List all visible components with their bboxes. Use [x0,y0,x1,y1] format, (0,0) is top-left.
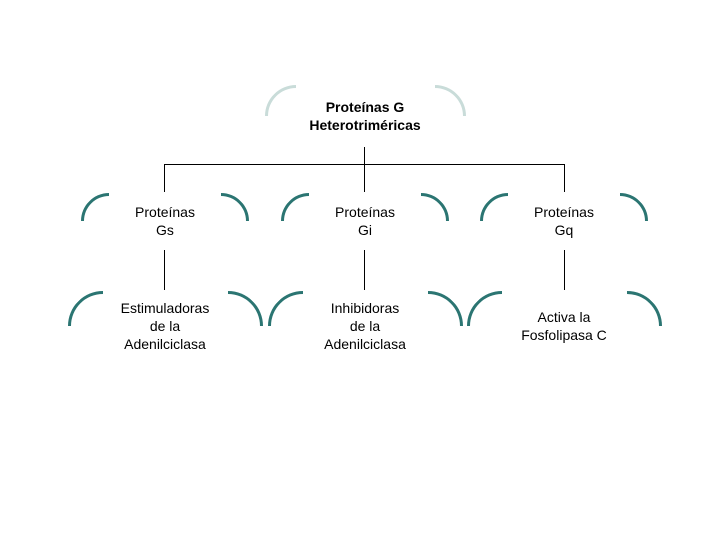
level2-node-estimuladoras: Estimuladoras de la Adenilciclasa [85,291,245,361]
level1-node-gi: Proteínas Gi [295,193,435,249]
level2-node-activa: Activa la Fosfolipasa C [484,291,644,361]
activa-label: Activa la Fosfolipasa C [521,308,607,344]
level1-node-gq: Proteínas Gq [494,193,634,249]
gs-label: Proteínas Gs [135,203,195,239]
level1-node-gs: Proteínas Gs [95,193,235,249]
root-node: Proteínas G Heterotriméricas [280,85,450,147]
connector-line [164,250,165,290]
gi-label: Proteínas Gi [335,203,395,239]
connector-line [164,164,165,192]
connector-line [364,250,365,290]
estim-label: Estimuladoras de la Adenilciclasa [121,299,210,354]
connector-line [564,250,565,290]
level2-node-inhibidoras: Inhibidoras de la Adenilciclasa [285,291,445,361]
inhib-label: Inhibidoras de la Adenilciclasa [324,299,406,354]
root-label: Proteínas G Heterotriméricas [309,98,420,134]
connector-line [564,164,565,192]
connector-line [364,147,365,164]
connector-line [364,164,365,192]
gq-label: Proteínas Gq [534,203,594,239]
